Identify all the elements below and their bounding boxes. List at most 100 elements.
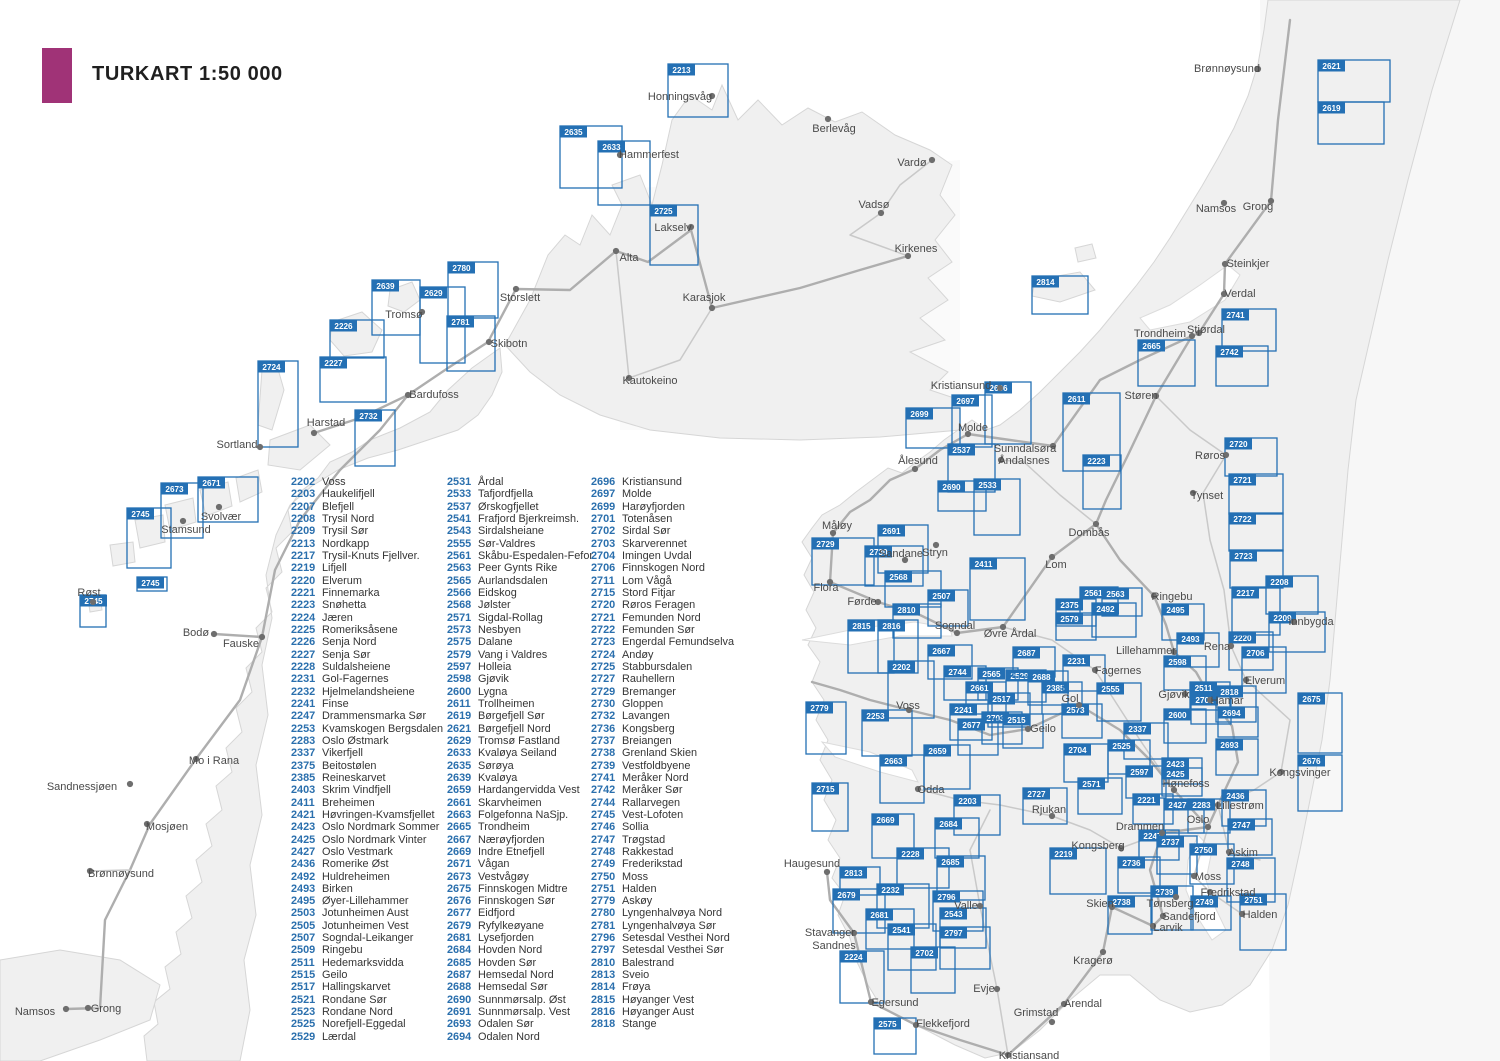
map-sheet-number: 2597 — [1130, 768, 1149, 777]
map-sheet-number: 2224 — [844, 953, 863, 962]
map-sheet-number: 2247 — [1143, 832, 1162, 841]
map-sheet-number-chip — [937, 856, 964, 868]
place-dot — [1048, 553, 1056, 561]
place-label: Stamsund — [161, 524, 211, 536]
legend-entry: 2568 Jølster — [447, 599, 593, 611]
map-sheet-number-chip — [877, 884, 904, 896]
legend-sheet-name: Femunden Nord — [622, 611, 701, 624]
legend-entry: 2724 Andøy — [591, 649, 734, 661]
map-sheet-number-chip — [1229, 632, 1256, 644]
place-dot — [210, 630, 218, 638]
legend-sheet-name: Børgefjell Sør — [478, 710, 545, 723]
legend-entry: 2681 Lysefjorden — [447, 932, 593, 944]
legend-sheet-number: 2723 — [591, 636, 616, 649]
legend-sheet-name: Trollheimen — [478, 697, 535, 710]
legend-sheet-number: 2411 — [291, 796, 315, 809]
legend-entry: 2225 Romeriksåsene — [291, 624, 443, 636]
legend-entry: 2721 Femunden Nord — [591, 612, 734, 624]
map-sheet-number-chip — [1023, 788, 1050, 800]
legend-entry: 2232 Hjelmelandsheiene — [291, 686, 443, 698]
map-sheet-number-chip — [874, 1018, 901, 1030]
map-sheet-number: 2748 — [1231, 860, 1250, 869]
legend-entry: 2701 Totenåsen — [591, 513, 734, 525]
map-sheet-number: 2208 — [1270, 578, 1289, 587]
place-dot — [1214, 801, 1222, 809]
legend-sheet-number: 2691 — [447, 1006, 472, 1019]
legend-sheet-name: Peer Gynts Rike — [478, 562, 558, 575]
place-dot — [867, 998, 875, 1006]
map-sheet-number-chip — [320, 357, 347, 369]
map-sheet-number-chip — [1097, 683, 1124, 695]
legend-entry: 2223 Snøhetta — [291, 599, 443, 611]
legend-sheet-number: 2225 — [291, 623, 316, 636]
place-label: Steinkjer — [1227, 258, 1270, 270]
legend-entry: 2208 Trysil Nord — [291, 513, 443, 525]
legend-sheet-number: 2669 — [447, 845, 472, 858]
legend-sheet-name: Suldalsheiene — [322, 660, 391, 673]
legend-sheet-name: Molde — [622, 488, 652, 501]
place-label: Gjøvik — [1158, 689, 1190, 701]
legend-sheet-name: Romerike Øst — [322, 858, 389, 871]
place-label: Sandefjord — [1162, 911, 1215, 923]
place-dot — [1222, 451, 1230, 459]
legend-entry: 2209 Trysil Sør — [291, 525, 443, 537]
legend-sheet-name: Stabbursdalen — [622, 660, 693, 673]
legend-sheet-name: Oslo Østmark — [322, 734, 389, 747]
place-label: Arendal — [1064, 998, 1102, 1010]
map-sheet-number-chip — [1298, 755, 1325, 767]
place-dot — [1221, 260, 1229, 268]
map-sheet-number: 2675 — [1302, 695, 1321, 704]
legend-sheet-number: 2747 — [591, 833, 616, 846]
legend-entry: 2813 Sveio — [591, 969, 734, 981]
legend-entry: 2621 Børgefjell Nord — [447, 723, 593, 735]
legend-sheet-number: 2253 — [291, 722, 316, 735]
legend-sheet-number: 2511 — [291, 956, 315, 969]
legend-entry: 2730 Gloppen — [591, 698, 734, 710]
place-dot — [1048, 1018, 1056, 1026]
place-label: Ålesund — [898, 454, 938, 467]
legend-sheet-name: Kvaløya Seiland — [478, 747, 557, 760]
map-sheet-number: 2679 — [837, 891, 856, 900]
place-label: Sandnes — [812, 940, 856, 952]
map-sheet-number-chip — [966, 682, 993, 694]
legend-entry: 2566 Eidskog — [447, 587, 593, 599]
place-label: Vadsø — [859, 199, 890, 211]
map-sheet-number-chip — [1218, 707, 1245, 719]
legend-entry: 2691 Sunnmørsalp. Vest — [447, 1006, 593, 1018]
map-sheet-number-chip — [1108, 896, 1135, 908]
map-sheet-number: 2665 — [1142, 342, 1161, 351]
legend-entry: 2575 Dalane — [447, 636, 593, 648]
legend-sheet-number: 2711 — [591, 574, 615, 587]
legend-sheet-number: 2810 — [591, 956, 616, 969]
map-sheet-number-chip — [372, 280, 399, 292]
map-sheet-number-chip — [1230, 550, 1257, 562]
place-dot — [404, 391, 412, 399]
place-dot — [905, 706, 913, 714]
place-label: Innbygda — [1288, 616, 1334, 628]
map-sheet-number: 2720 — [1229, 440, 1248, 449]
map-sheet-number-chip — [137, 577, 164, 589]
map-sheet-number: 2621 — [1322, 62, 1341, 71]
place-label: Kautokeino — [622, 375, 677, 387]
legend-sheet-name: Balestrand — [622, 956, 675, 969]
legend-sheet-number: 2673 — [447, 870, 472, 883]
place-dot — [1170, 648, 1178, 656]
place-label: Valle — [954, 900, 978, 912]
legend-sheet-name: Snøhetta — [322, 599, 367, 612]
map-sheet-number-chip — [940, 927, 967, 939]
legend-sheet-number: 2217 — [291, 549, 316, 562]
legend-entry: 2744 Rallarvegen — [591, 797, 734, 809]
legend-sheet-name: Sirdal Sør — [622, 525, 671, 538]
map-sheet-number: 2561 — [1084, 589, 1103, 598]
map-sheet-number-chip — [258, 361, 285, 373]
legend-sheet-name: Finse — [322, 697, 349, 710]
map-sheet-outline — [1049, 847, 1107, 895]
place-label: Åndalsnes — [998, 454, 1050, 467]
legend-sheet-number: 2221 — [291, 586, 316, 599]
map-sheet-number: 2525 — [1112, 742, 1131, 751]
legend-sheet-number: 2699 — [591, 500, 616, 513]
place-dot — [976, 902, 984, 910]
legend-sheet-number: 2503 — [291, 907, 316, 920]
map-sheet-number: 2436 — [1226, 792, 1245, 801]
